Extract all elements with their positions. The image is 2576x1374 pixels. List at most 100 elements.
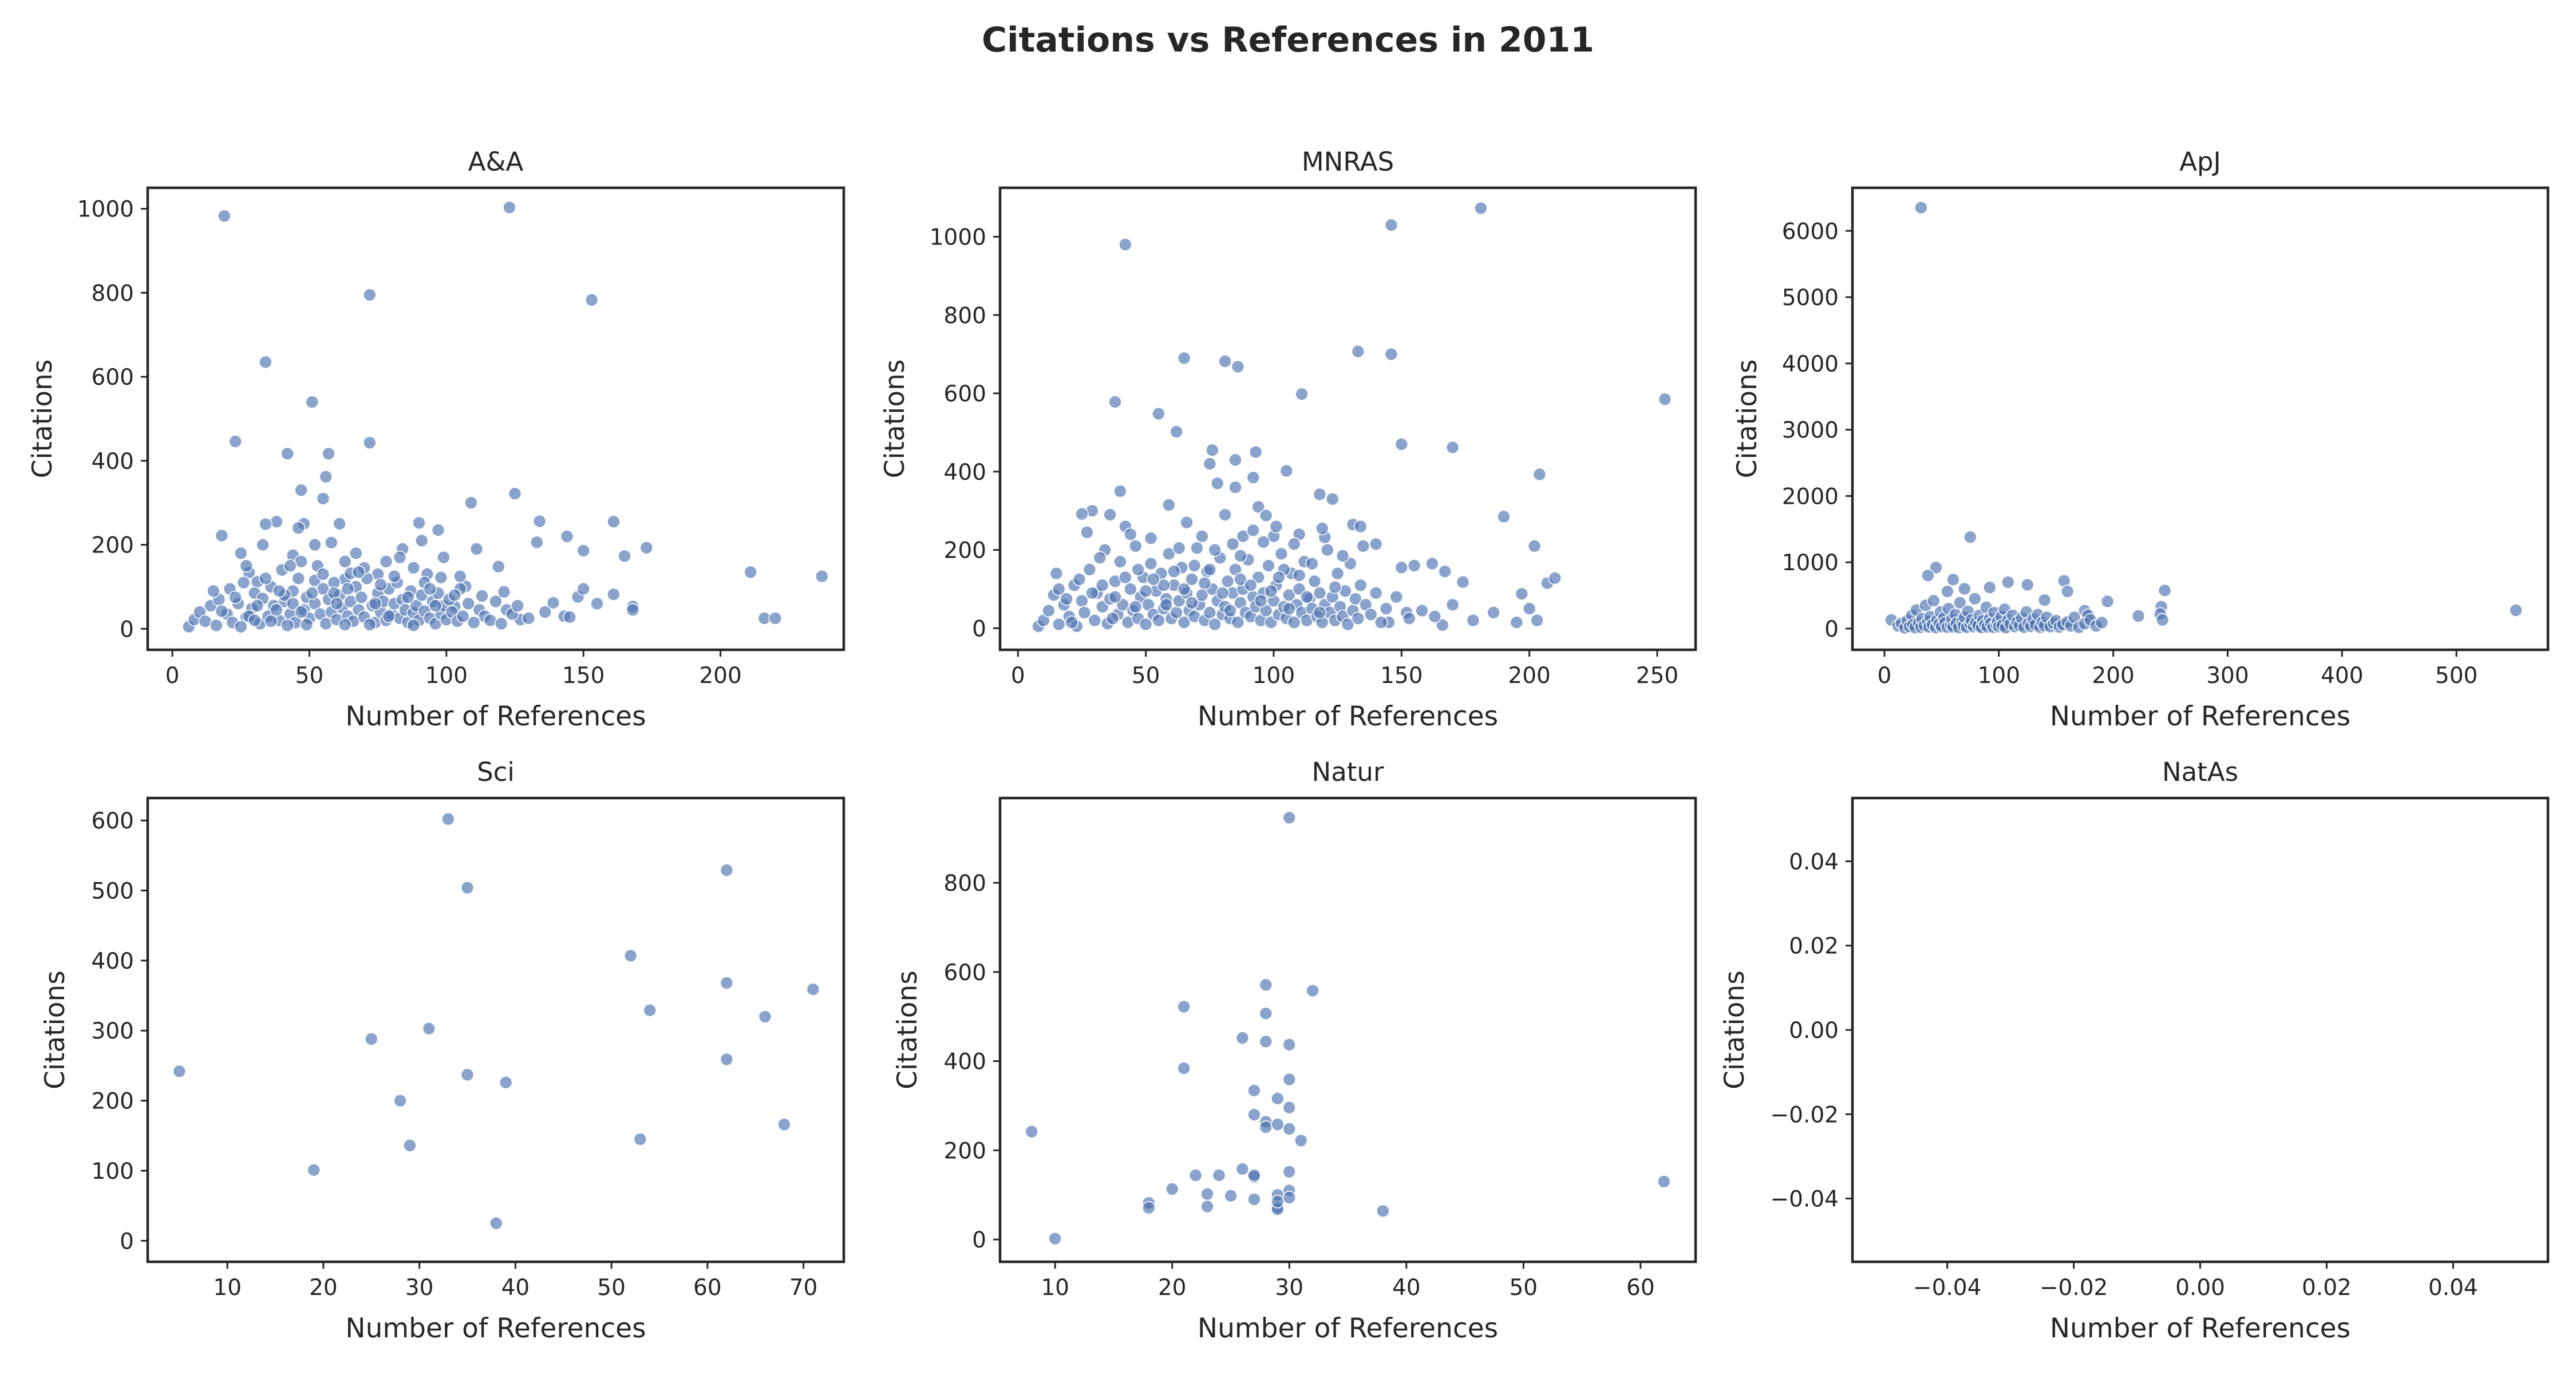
scatter-point [1305,556,1319,571]
scatter-point [1515,587,1529,601]
y-tick-label: 4000 [1782,352,1839,377]
scatter-point [1198,576,1212,590]
x-tick-label: −0.02 [2040,1275,2108,1301]
scatter-point [1048,1231,1062,1246]
scatter-point [1522,602,1536,616]
y-axis-label: Citations [892,970,923,1089]
scatter-point [1177,1061,1191,1075]
scatter-point [538,605,552,619]
scatter-point [584,293,599,307]
scatter-point [1292,568,1306,582]
scatter-point [1415,603,1429,618]
scatter-point [560,530,574,543]
scatter-point [576,582,591,596]
scatter-point [1313,487,1327,502]
x-tick-label: 0.04 [2428,1275,2478,1301]
y-axis-label: Citations [39,970,71,1089]
scatter-point [467,615,481,630]
scatter-point [1353,519,1368,534]
scatter-point [1313,606,1327,619]
x-tick-label: 0.02 [2302,1275,2352,1301]
scatter-point [456,609,470,623]
scatter-point [218,209,231,223]
scatter-point [758,1009,772,1024]
scatter-point [499,1075,513,1089]
scatter-point [2131,609,2146,623]
scatter-point [316,567,330,581]
x-axis-label: Number of References [345,1313,646,1344]
scatter-point [1080,525,1094,539]
scatter-point [423,582,437,596]
panel-aa: A&A Number of References Citations 0 50 10… [27,147,846,732]
scatter-point [1212,1168,1226,1182]
y-tick-label: 0 [972,616,986,642]
scatter-point [815,569,829,583]
scatter-point [351,565,366,579]
scatter-point [475,589,489,603]
scatter-point [720,976,734,990]
x-tick-label: 0.00 [2175,1275,2225,1301]
x-tick-label: 50 [597,1275,626,1301]
scatter-point [576,544,591,558]
scatter-point [744,565,758,579]
y-tick-label: 0 [1824,617,1839,642]
scatter-point [1152,613,1165,627]
scatter-point [1466,613,1480,627]
scatter-point [1108,590,1122,604]
axes-frame [146,796,846,1264]
scatter-point [546,595,560,610]
y-axis-label: Citations [879,360,911,479]
scatter-point [768,611,783,625]
scatter-point [401,590,415,605]
scatter-point [1532,467,1547,481]
y-tick-label: 200 [944,1138,986,1164]
scatter-point [1082,562,1097,577]
scatter-point [1929,560,1943,575]
x-tick-label: 50 [1132,663,1160,689]
scatter-point [1287,537,1301,551]
y-tick-label: 800 [944,303,986,329]
scatter-point [247,613,262,627]
scatter-point [1235,1031,1250,1045]
scatter-point [1295,387,1309,401]
scatter-point [1282,811,1297,825]
scatter-point [1967,591,1982,606]
scatter-point [633,1132,647,1146]
scatter-point [308,538,322,552]
scatter-point [720,1052,734,1067]
scatter-point [1247,1193,1261,1206]
scatter-point [1341,617,1355,631]
scatter-point [1228,453,1242,467]
scatter-point [1259,1120,1273,1134]
y-axis-label: Citations [1719,970,1751,1089]
scatter-point [460,881,475,895]
scatter-point [1220,574,1235,589]
scatter-point [382,609,396,623]
scatter-point [1187,559,1202,572]
scatter-point [431,523,445,537]
scatter-point [1389,590,1404,604]
scatter-point [1356,539,1370,553]
scatter-point [338,618,352,631]
scatter-point [322,447,335,461]
scatter-point [1188,1168,1203,1182]
scatter-point [206,584,220,598]
x-tick-label: 100 [1978,663,2020,689]
panel-natas: NatAs Number of References Citations −0.… [1719,757,2550,1344]
scatter-point [234,546,248,560]
scatter-point [393,550,407,564]
y-tick-label: 1000 [77,197,134,223]
scatter-point [1376,1204,1390,1218]
scatter-point [341,582,355,596]
scatter-point [412,516,426,530]
scatter-point [1369,586,1383,600]
scatter-point [777,1118,791,1132]
scatter-point [1185,572,1199,586]
x-tick-label: 200 [1508,663,1550,689]
scatter-point [626,603,640,617]
y-tick-label: −0.02 [1770,1102,1839,1128]
y-tick-label: 800 [944,871,986,897]
x-tick-label: 0 [1011,663,1025,689]
scatter-point [1093,551,1107,565]
scatter-point [250,599,264,613]
